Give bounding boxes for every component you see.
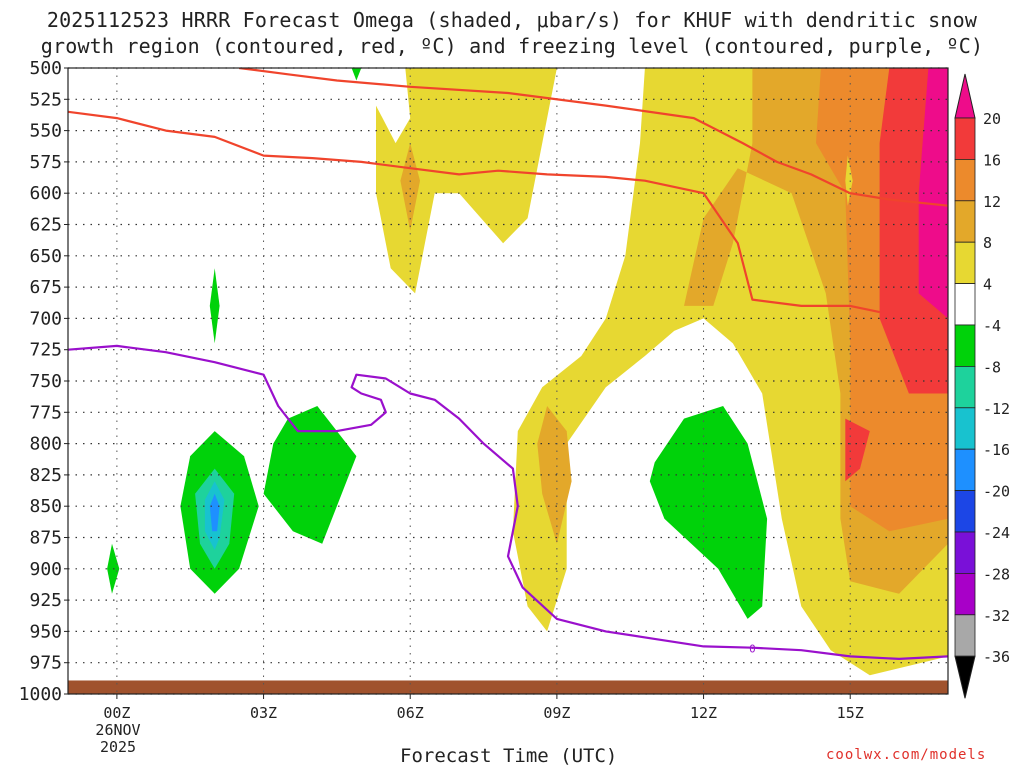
- y-tick-label-975: 975: [29, 653, 62, 674]
- y-tick-label-950: 950: [29, 621, 62, 642]
- y-tick-label-700: 700: [29, 308, 62, 329]
- colorbar-label--32: -32: [983, 607, 1010, 625]
- y-tick-label-725: 725: [29, 340, 62, 361]
- colorbar-bin-11: [954, 573, 976, 616]
- colorbar-bin-7: [954, 407, 976, 450]
- axes: 500 525 550 575 600 625 650 675 700 725 750 775 800 8…: [19, 58, 949, 722]
- omega-region-4: [537, 406, 572, 544]
- colorbar-label-4: 4: [983, 276, 992, 294]
- credit-link[interactable]: coolwx.com/models: [826, 747, 987, 763]
- colorbar-label--24: -24: [983, 524, 1010, 542]
- chart-title-line1: 2025112523 HRRR Forecast Omega (shaded, …: [46, 8, 978, 32]
- contour-dgz-lower: [68, 110, 880, 314]
- omega-shading: [107, 68, 948, 676]
- omega-region-9: [845, 155, 853, 206]
- x-tick-label-03Z: 03Z: [250, 704, 277, 722]
- colorbar-bin-10: [954, 531, 976, 574]
- omega-region-8: [918, 68, 948, 319]
- contour-dgz-upper: [238, 68, 948, 207]
- y-tick-label-825: 825: [29, 465, 62, 486]
- y-tick-label-850: 850: [29, 496, 62, 517]
- y-tick-label-1000: 1000: [19, 684, 62, 705]
- y-tick-label-650: 650: [29, 246, 62, 267]
- x-tick-label-00Z: 00Z: [103, 704, 130, 722]
- y-tick-label-500: 500: [29, 58, 62, 79]
- terrain-ground: [68, 680, 948, 694]
- y-tick-label-875: 875: [29, 528, 62, 549]
- omega-region-17: [263, 406, 357, 544]
- terrain-fill: [68, 680, 948, 694]
- y-tick-label-525: 525: [29, 89, 62, 110]
- omega-region-10: [351, 68, 362, 81]
- omega-region-16: [209, 493, 220, 532]
- colorbar-bin-8: [954, 448, 976, 492]
- y-tick-label-600: 600: [29, 183, 62, 204]
- colorbar-bin-3: [954, 241, 976, 284]
- colorbar-bin-0: [954, 117, 976, 160]
- colorbar-label--16: -16: [983, 441, 1010, 459]
- omega-region-3: [400, 143, 420, 231]
- y-tick-label-900: 900: [29, 559, 62, 580]
- colorbar-bin-9: [954, 490, 976, 533]
- colorbar-bin-4: [954, 283, 976, 326]
- colorbar-label--28: -28: [983, 565, 1010, 583]
- y-tick-label-675: 675: [29, 277, 62, 298]
- omega-region-7: [845, 418, 870, 482]
- colorbar-label-20: 20: [983, 110, 1001, 128]
- y-tick-label-750: 750: [29, 371, 62, 392]
- omega-region-0: [376, 68, 557, 294]
- x-tick-label-15Z: 15Z: [837, 704, 864, 722]
- contour-lines: 0: [68, 68, 948, 660]
- x-tick-label-06Z: 06Z: [397, 704, 424, 722]
- contour-freezing-level: [68, 344, 948, 660]
- y-tick-label-575: 575: [29, 152, 62, 173]
- colorbar-bin-12: [954, 614, 976, 657]
- colorbar-bin-5: [954, 324, 976, 367]
- colorbar-label--8: -8: [983, 358, 1001, 376]
- date-label-day: 26NOV: [95, 721, 141, 739]
- chart-title-line2: growth region (contoured, red, ºC) and f…: [40, 34, 984, 58]
- colorbar-under-arrow: [954, 655, 976, 699]
- y-tick-label-800: 800: [29, 434, 62, 455]
- colorbar: 20 16 12 8 4 -4 -8 -12 -16 -20 -24 -28 -32 -36: [954, 73, 1010, 699]
- colorbar-over-arrow: [954, 73, 976, 119]
- colorbar-label--4: -4: [983, 317, 1001, 335]
- omega-region-18: [649, 406, 768, 619]
- colorbar-label-8: 8: [983, 234, 992, 252]
- colorbar-bin-1: [954, 158, 976, 202]
- x-axis-label: Forecast Time (UTC): [400, 745, 618, 767]
- colorbar-label--20: -20: [983, 483, 1010, 501]
- colorbar-label--36: -36: [983, 648, 1010, 666]
- colorbar-label-16: 16: [983, 151, 1001, 169]
- colorbar-label--12: -12: [983, 400, 1010, 418]
- date-label-year: 2025: [99, 738, 137, 756]
- colorbar-bin-6: [954, 365, 976, 409]
- y-tick-label-775: 775: [29, 402, 62, 423]
- x-tick-label-12Z: 12Z: [690, 704, 717, 722]
- colorbar-bin-2: [954, 200, 976, 243]
- y-tick-label-625: 625: [29, 215, 62, 236]
- date-label: 26NOV 2025: [78, 722, 158, 756]
- y-tick-label-550: 550: [29, 121, 62, 142]
- freezing-level-label: 0: [749, 643, 756, 656]
- colorbar-label-12: 12: [983, 193, 1001, 211]
- x-tick-label-09Z: 09Z: [543, 704, 570, 722]
- y-tick-label-925: 925: [29, 590, 62, 611]
- omega-region-11: [209, 268, 220, 344]
